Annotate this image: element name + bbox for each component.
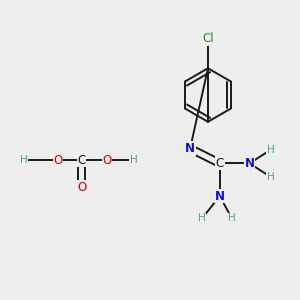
Text: N: N bbox=[185, 142, 195, 155]
Text: H: H bbox=[266, 172, 274, 182]
Text: H: H bbox=[20, 155, 28, 165]
Text: H: H bbox=[198, 213, 206, 224]
Text: N: N bbox=[244, 157, 255, 170]
Text: C: C bbox=[77, 154, 86, 167]
Text: H: H bbox=[266, 145, 274, 155]
Text: H: H bbox=[228, 213, 236, 224]
Text: H: H bbox=[130, 155, 137, 165]
Text: O: O bbox=[102, 154, 112, 167]
Text: O: O bbox=[53, 154, 62, 167]
Text: Cl: Cl bbox=[202, 32, 214, 45]
Text: N: N bbox=[215, 190, 225, 202]
Text: O: O bbox=[77, 181, 86, 194]
Text: C: C bbox=[216, 157, 224, 170]
